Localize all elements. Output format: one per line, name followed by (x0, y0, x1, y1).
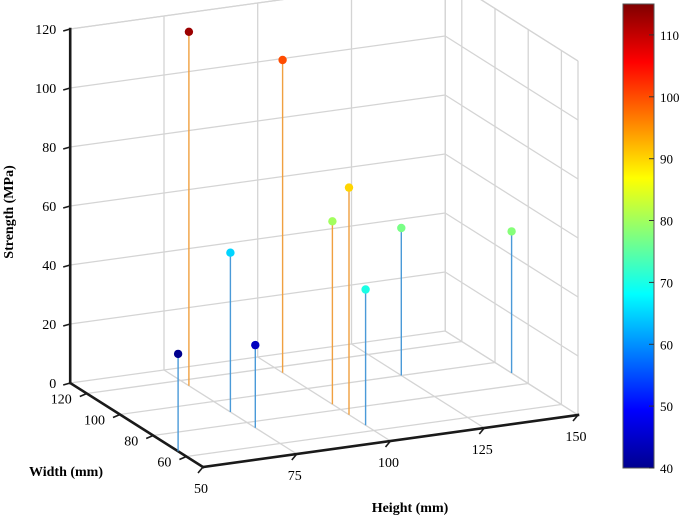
data-point (344, 183, 354, 192)
z-tick-mark (62, 382, 71, 386)
grid-line (70, 94, 446, 148)
y-tick-mark (145, 434, 154, 440)
z-tick-label: 0 (49, 377, 56, 392)
box-edge (480, 0, 579, 62)
box-edge (70, 0, 285, 30)
z-tick-label: 40 (42, 259, 56, 274)
colorbar-tick-label: 40 (660, 461, 673, 476)
y-axis-label: Width (mm) (29, 465, 103, 480)
colorbar-tick-label: 60 (660, 337, 673, 352)
grid-line (70, 271, 446, 325)
colorbar-tick-label: 110 (660, 28, 679, 43)
x-tick-label: 75 (288, 469, 302, 484)
data-stems (177, 31, 513, 452)
data-point (173, 349, 183, 359)
x-tick-mark (384, 440, 392, 448)
z-tick-mark (62, 146, 71, 150)
z-tick-label: 60 (42, 200, 56, 215)
x-tick-label: 50 (194, 482, 208, 497)
grid-line (70, 153, 446, 207)
y-tick-label: 60 (157, 456, 171, 471)
colorbar-tick-label: 80 (660, 214, 673, 229)
y-tick-mark (112, 413, 121, 419)
data-point (328, 217, 337, 226)
x-tick-mark (291, 453, 298, 461)
grid-line (186, 403, 562, 458)
colorbar: 40 50 60 70 80 90 100 110 (622, 3, 680, 476)
y-tick-label: 80 (124, 435, 138, 450)
y-axis-line (68, 381, 205, 469)
data-point (397, 223, 406, 233)
y-tick-label: 100 (84, 414, 105, 429)
grid-line (153, 382, 529, 437)
grid-line (444, 153, 579, 239)
colorbar-tick-label: 70 (660, 275, 673, 290)
data-point (251, 340, 260, 350)
data-point (361, 285, 370, 294)
grid-line (86, 340, 462, 395)
data-point (226, 248, 235, 257)
grid-line (70, 212, 446, 266)
grid-line (119, 361, 496, 416)
x-tick-label: 100 (378, 456, 399, 471)
data-point (278, 55, 287, 65)
x-axis-label: Height (mm) (372, 501, 449, 516)
y-tick-label: 120 (51, 393, 72, 408)
x-tick-label: 125 (472, 443, 493, 458)
axis-lines (62, 27, 580, 474)
z-tick-label: 120 (35, 23, 56, 38)
y-tick-mark (79, 392, 88, 398)
z-tick-mark (62, 87, 71, 91)
data-point (507, 227, 516, 236)
x-tick-mark (478, 427, 485, 435)
data-point (184, 27, 194, 36)
z-tick-label: 20 (42, 318, 56, 333)
z-axis-label: Strength (MPa) (2, 165, 17, 259)
grid-line (70, 35, 446, 89)
z-tick-mark (62, 205, 71, 209)
x-tick-label: 150 (566, 430, 587, 445)
colorbar-gradient (622, 3, 655, 469)
data-points (173, 27, 516, 359)
colorbar-tick-label: 100 (660, 90, 680, 105)
grid-lines (69, 0, 579, 468)
colorbar-tick-label: 50 (660, 399, 673, 414)
colorbar-tick-label: 90 (660, 152, 673, 167)
grid-line (257, 356, 391, 442)
x-tick-mark (572, 414, 579, 422)
z-tick-mark (62, 264, 71, 268)
z-tick-mark (62, 28, 71, 32)
z-tick-label: 80 (42, 141, 56, 156)
grid-line (444, 94, 579, 180)
grid-line (444, 35, 579, 121)
z-tick-mark (62, 323, 71, 327)
grid-line (351, 343, 485, 429)
y-tick-mark (179, 455, 187, 461)
z-tick-label: 100 (35, 82, 56, 97)
grid-line (480, 0, 579, 62)
x-tick-mark (197, 466, 204, 474)
